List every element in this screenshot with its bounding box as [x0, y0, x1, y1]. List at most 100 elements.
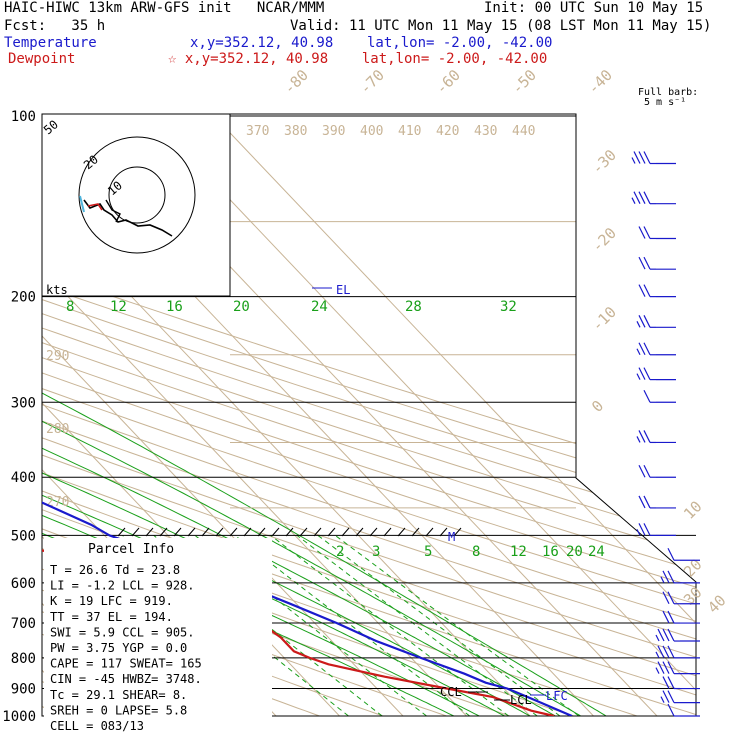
isotherm-line: [42, 114, 696, 716]
dry-adiabat-line: [42, 114, 484, 716]
isotherm-line: [0, 0, 22, 716]
level-tick-mark: [201, 527, 210, 537]
level-tick-mark: [369, 527, 378, 537]
wind-barb-flag: [662, 570, 670, 584]
level-tick-mark: [355, 527, 364, 537]
theta-label: 430: [474, 124, 497, 139]
hodograph-ring: [78, 136, 196, 254]
wind-barb: [667, 547, 700, 561]
wind-barb-flag: [638, 523, 646, 536]
moist-adiabat-label: 16: [166, 299, 183, 315]
dry-adiabat-line: [42, 114, 696, 716]
moist-adiabat-label: 8: [66, 299, 74, 315]
wind-barb-flag: [638, 464, 646, 478]
theta-side-label: 280: [46, 422, 69, 437]
wind-barb-flag: [643, 390, 651, 403]
wind-barb-half: [655, 634, 660, 642]
theta-label: 370: [246, 124, 269, 139]
mixing-ratio-line: [296, 535, 538, 716]
wind-barb: [638, 495, 676, 509]
level-tick-mark: [131, 527, 140, 537]
wind-barb-half: [636, 436, 641, 443]
wind-barb-half: [636, 529, 641, 536]
level-tick-mark: [341, 527, 350, 537]
parcel-info-row: CIN = -45 HWBZ= 3748.: [50, 672, 202, 686]
level-tick-mark: [439, 527, 448, 537]
dry-adiabat-line: [42, 114, 696, 716]
theta-side-label: 270: [46, 495, 69, 510]
wind-barb: [655, 661, 700, 675]
moist-adiabat-line: [42, 268, 607, 716]
dry-adiabat-line: [42, 114, 696, 716]
level-tick-mark: [397, 527, 406, 537]
mixing-ratio-label: 24: [588, 544, 605, 560]
moist-adiabat-label: 24: [311, 299, 328, 315]
wind-barb: [638, 226, 676, 240]
wind-barb-flag: [643, 464, 651, 478]
hodograph-trace: [79, 195, 85, 213]
mixing-ratio-line: [234, 535, 471, 716]
wind-barb-flag: [643, 315, 651, 328]
wind-barb-flag: [657, 661, 665, 674]
wind-barb-flag: [643, 256, 651, 270]
pressure-tick-label: 300: [11, 395, 36, 411]
wind-barb-flag: [662, 645, 670, 659]
wind-barb: [655, 628, 700, 642]
isotherm-label: 40: [704, 591, 730, 617]
mixing-ratio-line: [334, 534, 580, 716]
level-tick-mark: [215, 527, 224, 537]
wind-barb-flag: [643, 191, 651, 204]
wind-barb-flag: [667, 661, 675, 674]
level-tick-mark: [257, 527, 266, 537]
wind-barb-flag: [643, 495, 651, 509]
isotherm-label: -40: [584, 66, 616, 98]
parcel-info-box: [44, 538, 272, 728]
pressure-tick-label: 700: [11, 616, 36, 632]
temperature-location: x,y=352.12, 40.98 lat,lon= -2.00, -42.00: [190, 35, 553, 51]
wind-barb-half: [631, 197, 636, 204]
wind-barb-flag: [638, 495, 646, 509]
moist-adiabat-label: 20: [233, 299, 250, 315]
pressure-tick-label: 900: [11, 682, 36, 698]
pressure-tick-label: 800: [11, 651, 36, 667]
mixing-ratio-line: [317, 535, 561, 716]
parcel-info-row: CELL = 083/13: [50, 719, 144, 733]
parcel-info-row: K = 19 LFC = 919.: [50, 594, 173, 608]
wind-barb-flag: [643, 523, 651, 536]
mixing-ratio-label: 8: [472, 544, 480, 560]
wind-barb-half: [660, 576, 665, 584]
wind-barb-flag: [643, 151, 651, 164]
mixing-ratio-label: 2: [336, 544, 344, 560]
isotherm-label: 30: [680, 583, 706, 609]
wind-barb: [662, 591, 700, 605]
hodograph-trace: [83, 199, 173, 237]
wind-barb: [636, 315, 676, 328]
wind-barb: [643, 390, 676, 403]
wind-barb-flag: [638, 430, 646, 443]
hodograph-trace: [105, 199, 121, 223]
wind-barb-flag: [643, 367, 651, 380]
wind-barb-half: [660, 696, 665, 703]
dewpoint-location: ☆ x,y=352.12, 40.98 lat,lon= -2.00, -42.…: [168, 51, 548, 67]
level-tick-mark: [453, 527, 462, 537]
wind-barb-flag: [667, 628, 675, 642]
isotherm-label: -10: [588, 303, 620, 335]
level-label-m: M: [448, 530, 455, 544]
wind-barb-flag: [662, 610, 670, 624]
level-label-ccl: CCL: [440, 685, 462, 699]
level-tick-mark: [383, 527, 392, 537]
hodograph-ring: [108, 166, 166, 224]
level-tick-mark: [243, 527, 252, 537]
wind-barb-flag: [667, 570, 675, 584]
isotherm-label: -60: [432, 66, 464, 98]
valid-time: Valid: 11 UTC Mon 11 May 15 (08 LST Mon …: [290, 18, 712, 34]
wind-barb-flag: [633, 151, 641, 164]
wind-barb-half: [636, 348, 641, 356]
wind-barb: [662, 676, 700, 690]
wind-barb-flag: [638, 284, 646, 297]
level-tick-mark: [159, 527, 168, 537]
pressure-tick-label: 500: [11, 528, 36, 544]
mixing-ratio-label: 5: [424, 544, 432, 560]
wind-barb: [631, 151, 676, 165]
